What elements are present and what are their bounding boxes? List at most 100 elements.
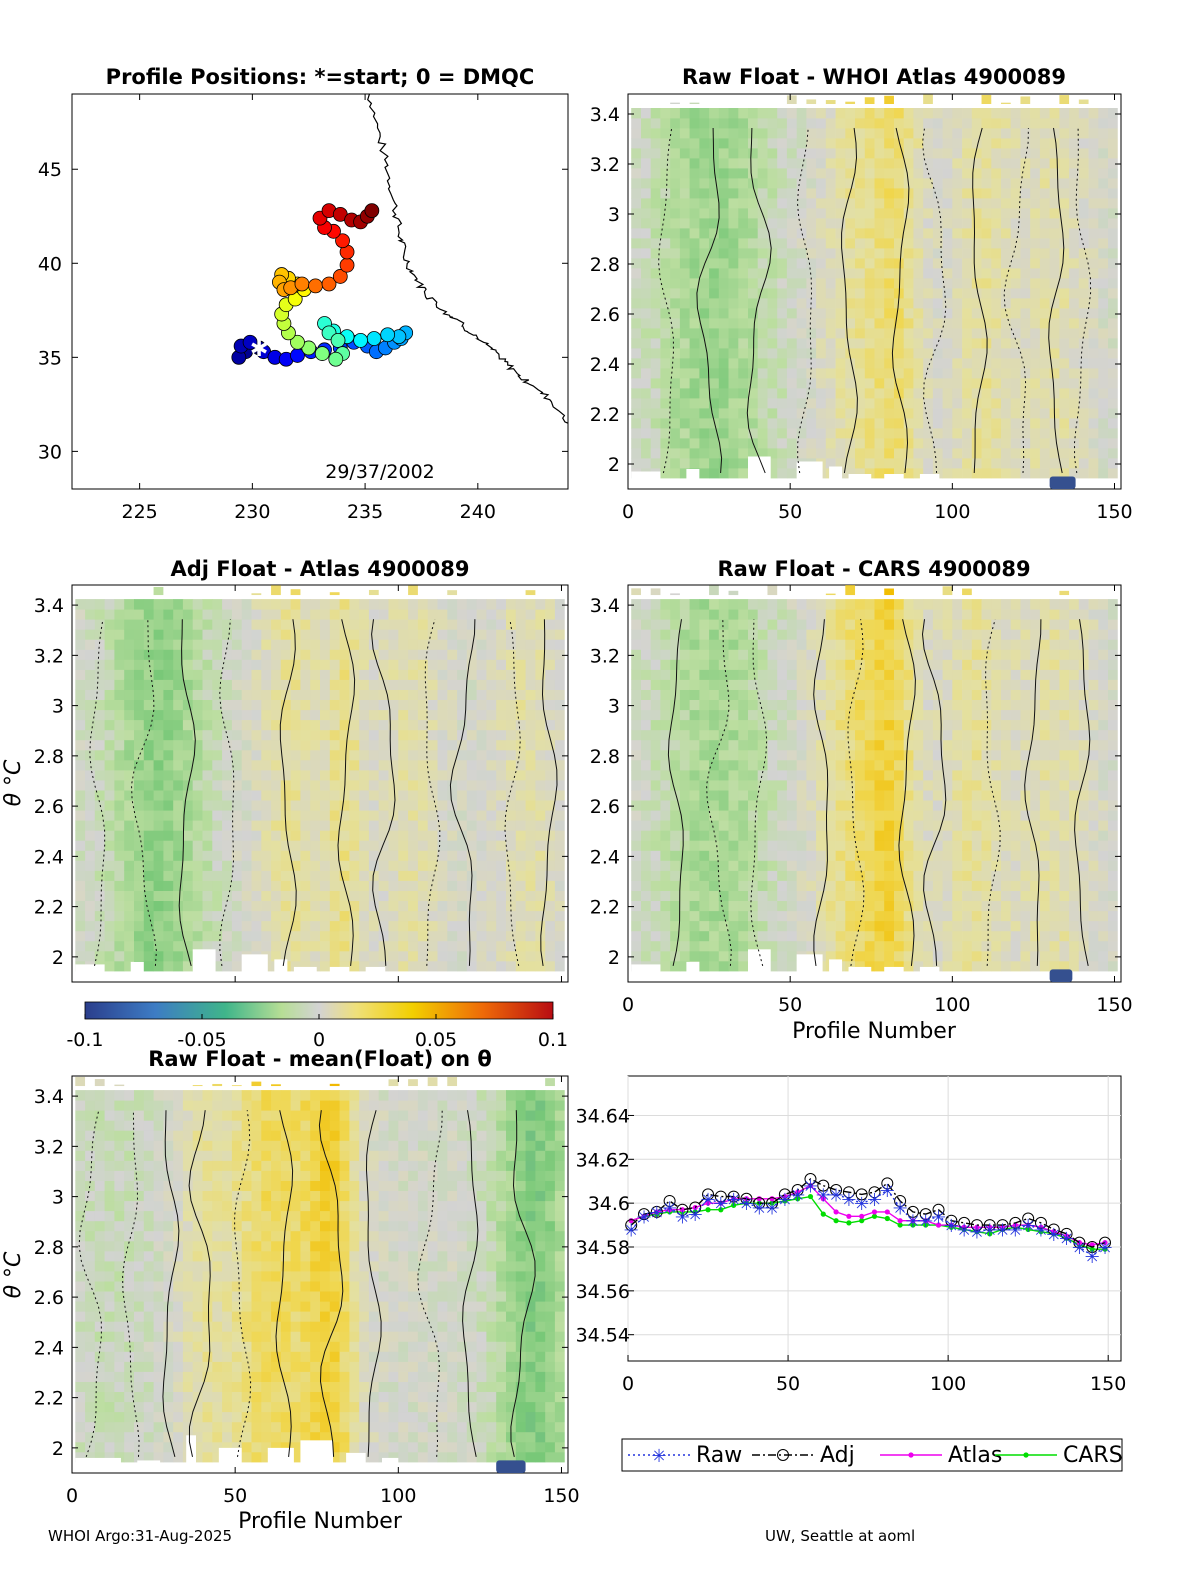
heatmap-cell xyxy=(1001,108,1012,119)
heatmap-cell xyxy=(981,298,992,309)
heatmap-cell xyxy=(835,368,846,379)
heatmap-cell xyxy=(855,168,866,179)
heatmap-cell xyxy=(913,258,924,269)
heatmap-cell xyxy=(271,830,282,841)
heatmap-cell xyxy=(874,810,885,821)
heatmap-cell xyxy=(241,769,252,781)
heatmap-cell xyxy=(631,368,642,379)
heatmap-cell xyxy=(1020,168,1031,179)
heatmap-cell xyxy=(1078,178,1089,189)
heatmap-cell xyxy=(650,198,661,209)
heatmap-cell xyxy=(417,609,429,620)
heatmap-cell xyxy=(173,619,184,630)
heatmap-cell xyxy=(545,659,556,670)
heatmap-cell xyxy=(738,709,749,721)
heatmap-cell xyxy=(261,780,272,791)
heatmap-cell xyxy=(134,669,145,680)
heatmap-cell xyxy=(670,348,681,359)
heatmap-cell xyxy=(124,790,135,801)
heatmap-cell xyxy=(689,448,700,459)
heatmap-cell xyxy=(767,128,778,139)
missing-data-block xyxy=(192,949,216,974)
heatmap-cell xyxy=(991,268,1002,279)
heatmap-cell xyxy=(457,739,468,751)
heatmap-cell xyxy=(660,148,671,159)
heatmap-cell xyxy=(280,739,291,751)
heatmap-cell xyxy=(835,890,846,901)
heatmap-cell xyxy=(738,148,749,159)
heatmap-cell xyxy=(718,368,729,379)
heatmap-cell xyxy=(952,118,963,129)
heatmap-cell xyxy=(515,920,526,932)
heatmap-cell xyxy=(806,850,817,861)
heatmap-cell xyxy=(339,950,350,962)
heatmap-cell xyxy=(300,719,311,731)
heatmap-cell xyxy=(757,278,768,289)
heatmap-cell xyxy=(981,468,992,479)
heatmap-cell xyxy=(1049,228,1060,239)
heatmap-cell xyxy=(114,639,125,650)
heatmap-cell xyxy=(447,870,458,881)
heatmap-cell xyxy=(874,820,885,831)
heatmap-cell xyxy=(222,659,233,670)
heatmap-cell xyxy=(855,739,866,751)
heatmap-cell xyxy=(767,659,778,670)
heatmap-cell xyxy=(349,800,360,811)
heatmap-cell xyxy=(748,699,759,711)
heatmap-cell xyxy=(991,458,1002,469)
heatmap-cell xyxy=(476,669,487,680)
heatmap-cell xyxy=(163,890,174,901)
heatmap-cell xyxy=(554,689,566,700)
heatmap-cell xyxy=(777,840,788,851)
heatmap-cell xyxy=(388,920,399,932)
heatmap-cell xyxy=(1098,348,1109,359)
heatmap-cell xyxy=(777,790,788,801)
heatmap-cell xyxy=(650,699,661,711)
heatmap-cell xyxy=(816,428,827,439)
heatmap-cell xyxy=(903,158,914,169)
heatmap-cell xyxy=(816,669,827,680)
heatmap-cell xyxy=(1088,188,1099,199)
heatmap-cell xyxy=(825,358,836,369)
heatmap-cell xyxy=(757,669,768,680)
heatmap-cell xyxy=(271,739,282,751)
heatmap-cell xyxy=(94,759,105,771)
heatmap-cell xyxy=(670,790,681,801)
heatmap-cell xyxy=(806,930,817,942)
heatmap-cell xyxy=(874,619,885,630)
heatmap-cell xyxy=(650,820,661,831)
heatmap-cell xyxy=(835,158,846,169)
heatmap-cell xyxy=(806,448,817,459)
heatmap-cell xyxy=(767,810,778,821)
heatmap-cell xyxy=(816,880,827,891)
heatmap-cell xyxy=(650,208,661,219)
heatmap-cell xyxy=(855,408,866,419)
heatmap-cell xyxy=(738,398,749,409)
heatmap-cell xyxy=(748,629,759,640)
heatmap-cell xyxy=(757,890,768,901)
heatmap-cell xyxy=(124,830,135,841)
heatmap-cell xyxy=(359,910,370,922)
heatmap-cell xyxy=(777,208,788,219)
heatmap-cell xyxy=(143,659,154,670)
heatmap-cell xyxy=(991,128,1002,139)
heatmap-cell xyxy=(143,870,154,881)
heatmap-cell xyxy=(777,769,788,781)
heatmap-cell xyxy=(670,830,681,841)
heatmap-cell xyxy=(290,850,301,861)
heatmap-cell xyxy=(709,920,720,932)
heatmap-cell xyxy=(417,599,429,610)
heatmap-cell xyxy=(874,689,885,700)
heatmap-cell xyxy=(777,228,788,239)
profile-position-marker xyxy=(294,276,310,292)
heatmap-cell xyxy=(884,659,895,670)
heatmap-cell xyxy=(825,328,836,339)
heatmap-cell xyxy=(874,649,885,660)
contour-line xyxy=(658,127,674,474)
heatmap-cell xyxy=(535,599,546,610)
heatmap-cell xyxy=(1030,348,1041,359)
heatmap-cell xyxy=(777,258,788,269)
heatmap-cell xyxy=(1010,338,1021,349)
heatmap-cell xyxy=(261,890,272,901)
heatmap-cell xyxy=(104,749,115,761)
